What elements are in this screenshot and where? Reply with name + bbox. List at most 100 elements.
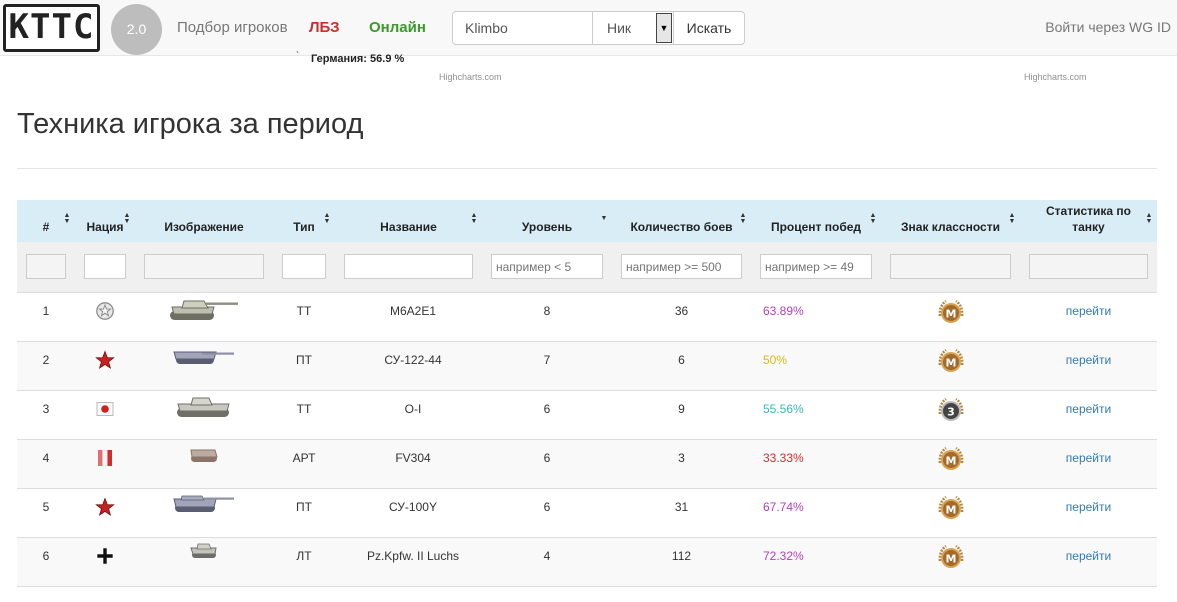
nation-cell — [75, 488, 135, 538]
tank-image-icon — [168, 297, 240, 326]
highcharts-credit[interactable]: Highcharts.com — [1024, 72, 1087, 82]
col-header-level[interactable]: Уровень ▼ — [482, 200, 612, 242]
row-num: 4 — [17, 439, 75, 489]
stats-cell: перейти — [1020, 341, 1157, 391]
tank-stats-link[interactable]: перейти — [1065, 401, 1112, 416]
mastery-badge-icon: M — [936, 543, 966, 573]
sort-icon[interactable]: ▲ ▼ — [739, 212, 747, 225]
level-cell: 6 — [482, 390, 612, 440]
level-cell: 8 — [482, 292, 612, 342]
battles-cell: 6 — [612, 341, 751, 391]
divider — [17, 168, 1157, 169]
filter-name-input[interactable] — [344, 254, 473, 280]
search-button[interactable]: Искать — [673, 11, 745, 45]
filter-image-input[interactable] — [144, 254, 264, 280]
tank-stats-link[interactable]: перейти — [1065, 303, 1112, 318]
tank-image-icon — [188, 444, 220, 467]
col-header-num[interactable]: # ▲ ▼ — [17, 200, 75, 242]
sort-icon[interactable]: ▲ ▼ — [323, 212, 331, 225]
type-cell: АРТ — [273, 439, 335, 489]
highcharts-credit[interactable]: Highcharts.com — [439, 72, 502, 82]
type-cell: ПТ — [273, 341, 335, 391]
svg-text:M: M — [945, 503, 956, 516]
filter-type-input[interactable] — [282, 254, 326, 280]
search-mode-label: Ник — [607, 20, 632, 36]
navbar: KTTC 2.0 Подбор игроков ЛБЗ Онлайн Ник ▼… — [0, 0, 1177, 56]
site-logo[interactable]: KTTC — [3, 4, 100, 52]
image-cell — [135, 439, 273, 489]
tank-stats-link[interactable]: перейти — [1065, 499, 1112, 514]
col-header-type[interactable]: Тип ▲ ▼ — [273, 200, 335, 242]
nation-cell — [75, 439, 135, 489]
level-cell: 7 — [482, 341, 612, 391]
col-header-label: Изображение — [164, 220, 244, 234]
level-cell: 6 — [482, 488, 612, 538]
filter-stats-input[interactable] — [1029, 254, 1148, 280]
filter-badge-input[interactable] — [890, 254, 1011, 280]
svg-text:M: M — [945, 552, 956, 565]
col-header-image: Изображение — [135, 200, 273, 242]
page-title: Техника игрока за период — [17, 108, 364, 140]
search-mode-select[interactable]: Ник ▼ — [592, 11, 674, 45]
mastery-badge-icon: M — [936, 445, 966, 475]
nav-lbz-link[interactable]: ЛБЗ — [309, 19, 340, 36]
filter-battles-input[interactable] — [621, 254, 742, 280]
header-row: # ▲ ▼ Нация ▲ ▼ Изображение Тип ▲ ▼ Название ▲ ▼… — [17, 200, 1157, 242]
battles-cell: 112 — [612, 537, 751, 587]
login-wg-link[interactable]: Войти через WG ID — [1045, 19, 1171, 35]
tank-stats-link[interactable]: перейти — [1065, 352, 1112, 367]
version-badge[interactable]: 2.0 — [111, 4, 162, 55]
col-header-label: Название — [380, 220, 437, 234]
chevron-down-icon[interactable]: ▼ — [656, 13, 672, 43]
col-header-label: Процент побед — [770, 220, 862, 234]
sort-icon[interactable]: ▲ ▼ — [1008, 212, 1016, 225]
germany-icon — [95, 546, 115, 566]
sort-icon[interactable]: ▲ ▼ — [1145, 212, 1153, 225]
col-header-label: Статистика по танку — [1046, 204, 1131, 234]
tank-name: СУ-122-44 — [335, 341, 482, 391]
search-input[interactable] — [452, 11, 593, 45]
winrate-cell: 72.32% — [751, 537, 881, 587]
col-header-name[interactable]: Название ▲ ▼ — [335, 200, 482, 242]
image-cell — [135, 341, 273, 391]
filter-level-input[interactable] — [491, 254, 603, 280]
tank-image-icon — [172, 493, 236, 518]
col-header-nation[interactable]: Нация ▲ ▼ — [75, 200, 135, 242]
nav-online-link[interactable]: Онлайн — [369, 19, 426, 36]
row-num: 1 — [17, 292, 75, 342]
sort-icon[interactable]: ▲ ▼ — [869, 212, 877, 225]
svg-text:3: 3 — [947, 405, 955, 418]
image-cell — [135, 292, 273, 342]
sort-desc-icon[interactable]: ▼ — [600, 215, 608, 222]
svg-text:M: M — [945, 356, 956, 369]
badge-cell: M — [881, 292, 1020, 342]
tank-stats-link[interactable]: перейти — [1065, 548, 1112, 563]
mastery-badge-icon: M — [936, 347, 966, 377]
col-header-battles[interactable]: Количество боев ▲ ▼ — [612, 200, 751, 242]
sort-icon[interactable]: ▲ ▼ — [123, 212, 131, 225]
badge-cell: M — [881, 488, 1020, 538]
svg-text:M: M — [945, 307, 956, 320]
col-header-label: Количество боев — [630, 220, 733, 234]
filter-nation-input[interactable] — [84, 254, 126, 280]
tank-stats-link[interactable]: перейти — [1065, 450, 1112, 465]
col-header-winrate[interactable]: Процент побед ▲ ▼ — [751, 200, 881, 242]
level-cell: 6 — [482, 439, 612, 489]
sort-icon[interactable]: ▲ ▼ — [63, 212, 71, 225]
filter-winrate-input[interactable] — [760, 254, 872, 280]
stats-cell: перейти — [1020, 537, 1157, 587]
tank-table: # ▲ ▼ Нация ▲ ▼ Изображение Тип ▲ ▼ Название ▲ ▼… — [17, 200, 1157, 587]
image-cell — [135, 537, 273, 587]
col-header-badge[interactable]: Знак классности ▲ ▼ — [881, 200, 1020, 242]
nav-players-link[interactable]: Подбор игроков — [177, 19, 288, 36]
stats-cell: перейти — [1020, 292, 1157, 342]
filter-num-input[interactable] — [26, 254, 66, 280]
col-header-label: Уровень — [521, 220, 573, 234]
sort-icon[interactable]: ▲ ▼ — [470, 212, 478, 225]
col-header-stats[interactable]: Статистика по танку ▲ ▼ — [1020, 200, 1157, 242]
tank-image-icon — [189, 542, 219, 563]
battles-cell: 31 — [612, 488, 751, 538]
